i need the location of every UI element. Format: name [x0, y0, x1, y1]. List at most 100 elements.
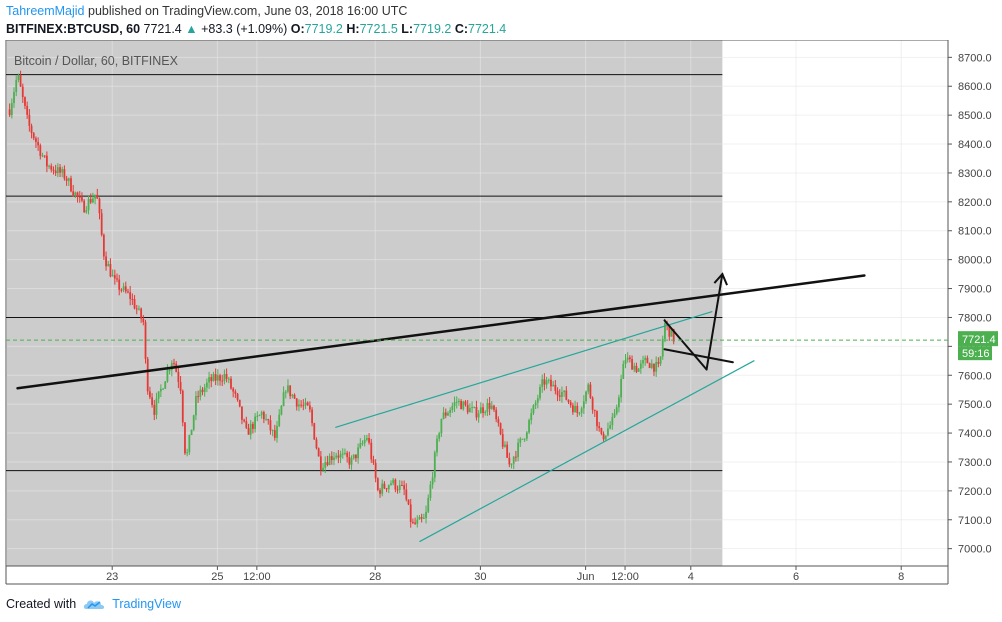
candle-body — [442, 412, 445, 419]
candle-body — [146, 358, 149, 392]
candle-body — [598, 426, 601, 429]
candle-body — [449, 409, 452, 414]
candle-body — [490, 405, 493, 409]
candle-body — [515, 456, 517, 458]
y-tick-label: 7800.0 — [958, 312, 992, 324]
candle-body — [74, 192, 77, 196]
candle-body — [521, 438, 524, 440]
candle-body — [39, 145, 42, 156]
candle-body — [361, 443, 364, 445]
black-resistance-line[interactable] — [16, 274, 866, 390]
candle-body — [462, 401, 465, 410]
candle-body — [201, 389, 204, 393]
candle-body — [414, 522, 416, 524]
candle-body — [144, 322, 147, 359]
candle-body — [162, 388, 164, 390]
candle-body — [497, 419, 500, 424]
candle-body — [164, 381, 167, 389]
flag-upper-line[interactable] — [663, 319, 708, 371]
candle-body — [368, 438, 370, 443]
candle-body — [365, 438, 368, 440]
candle-body — [98, 198, 101, 214]
y-tick-label: 7600.0 — [958, 370, 992, 382]
candle-body — [56, 167, 59, 174]
candle-body — [622, 363, 625, 380]
y-tick-label: 8100.0 — [958, 226, 992, 238]
candle-body — [438, 433, 441, 439]
last-price: 7721.4 — [143, 22, 182, 36]
candle-body — [359, 443, 362, 448]
price-chart[interactable]: Bitcoin / Dollar, 60, BITFINEX 7000.0 7100… — [0, 40, 1002, 590]
candle-body — [315, 439, 318, 449]
ohlc-bar: BITFINEX:BTCUSD, 60 7721.4 ▲ +83.3 (+1.0… — [6, 22, 506, 36]
candle-body — [624, 360, 627, 364]
candle-body — [81, 197, 83, 201]
high-label: H: — [346, 22, 360, 36]
candle-body — [267, 419, 270, 421]
candle-body — [265, 419, 267, 421]
tradingview-link[interactable]: TradingView — [112, 597, 181, 611]
candle-body — [306, 402, 309, 406]
candle-body — [330, 456, 333, 460]
candle-body — [602, 433, 605, 440]
lower-wedge-line[interactable] — [419, 360, 755, 543]
candle-body — [10, 103, 13, 116]
candle-body — [460, 400, 463, 410]
tradingview-cloud-icon — [84, 600, 105, 609]
candle-body — [543, 379, 546, 385]
highlight-region — [7, 40, 723, 566]
candle-body — [284, 391, 287, 393]
candle-body — [486, 402, 489, 413]
candle-body — [376, 478, 379, 491]
candle-body — [589, 384, 592, 398]
candle-body — [59, 167, 61, 173]
x-tick-label: 23 — [106, 571, 118, 583]
candle-body — [52, 169, 55, 171]
arrow-head-icon — [713, 272, 728, 286]
candle-body — [613, 413, 616, 418]
candle-body — [113, 275, 116, 279]
candle-body — [600, 428, 603, 434]
candle-body — [398, 485, 401, 490]
candle-body — [195, 396, 197, 416]
candle-body — [418, 517, 421, 520]
candle-body — [574, 405, 576, 413]
x-tick-label: 12:00 — [611, 571, 639, 583]
candle-body — [596, 411, 598, 427]
candle-body — [24, 97, 26, 106]
candle-body — [390, 483, 392, 486]
candle-body — [131, 298, 134, 300]
candle-body — [357, 447, 360, 459]
candle-body — [541, 379, 544, 387]
candle-body — [479, 407, 482, 414]
x-tick-label: 30 — [474, 571, 486, 583]
created-with-text: Created with — [6, 597, 77, 611]
candle-body — [168, 370, 171, 372]
candle-body — [552, 384, 555, 387]
candle-body — [458, 400, 460, 402]
candle-body — [308, 405, 311, 410]
candle-body — [425, 511, 427, 519]
candle-body — [197, 396, 200, 398]
flag-lower-line[interactable] — [663, 348, 734, 364]
candle-body — [611, 417, 614, 426]
publish-text: published on TradingView.com, June 03, 2… — [88, 4, 408, 18]
candle-body — [403, 485, 406, 490]
candle-body — [280, 405, 283, 415]
candle-body — [43, 155, 46, 157]
candle-body — [440, 418, 443, 434]
upper-wedge-line[interactable] — [335, 311, 713, 428]
candle-body — [657, 362, 660, 364]
open-label: O: — [290, 22, 305, 36]
candle-body — [300, 404, 303, 406]
candle-body — [530, 413, 533, 421]
candle-body — [409, 504, 412, 522]
candle-body — [8, 109, 11, 116]
candle-body — [411, 521, 414, 523]
y-tick-label: 8700.0 — [958, 52, 992, 64]
candle-body — [576, 405, 579, 413]
candle-body — [355, 454, 357, 459]
breakout-arrow-line[interactable] — [705, 273, 724, 371]
candle-body — [661, 338, 664, 357]
author-link[interactable]: TahreemMajid — [6, 4, 85, 18]
